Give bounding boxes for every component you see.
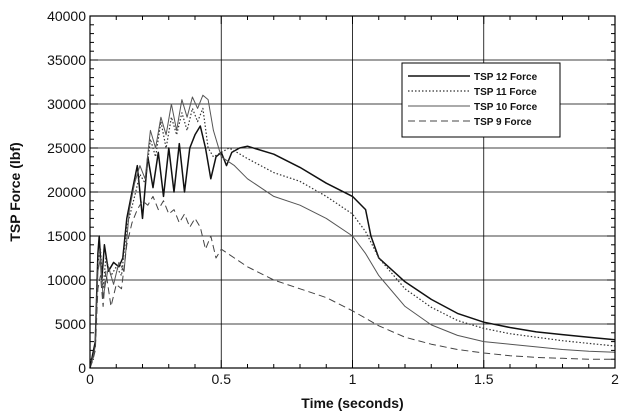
series-line-3 — [89, 94, 616, 369]
series-lines — [89, 94, 616, 369]
y-tick-label: 25000 — [47, 140, 86, 156]
x-tick-label: 2 — [611, 371, 619, 387]
x-tick-label: 0 — [86, 371, 94, 387]
y-tick-label: 35000 — [47, 52, 86, 68]
legend-label-1: TSP 12 Force — [474, 72, 538, 83]
y-tick-label: 20000 — [47, 184, 86, 200]
series-line-1 — [89, 125, 616, 369]
x-tick-label: 0.5 — [212, 371, 232, 387]
x-tick-label: 1.5 — [474, 371, 494, 387]
y-tick-label: 30000 — [47, 96, 86, 112]
x-tick-labels: 0 0.5 1 1.5 2 — [86, 371, 619, 387]
series-line-2 — [89, 107, 616, 369]
series-line-4 — [89, 195, 615, 369]
legend: TSP 12 Force TSP 11 Force TSP 10 Force TSP … — [401, 62, 561, 138]
y-tick-label: 10000 — [47, 272, 86, 288]
y-tick-label: 0 — [78, 360, 86, 376]
y-tick-label: 15000 — [47, 228, 86, 244]
x-axis-title: Time (seconds) — [301, 395, 403, 411]
y-axis-title: TSP Force (lbf) — [7, 142, 23, 241]
y-tick-label: 40000 — [47, 8, 86, 24]
plot-frame — [89, 15, 616, 369]
x-tick-label: 1 — [349, 371, 357, 387]
legend-label-2: TSP 11 Force — [474, 87, 537, 98]
y-tick-label: 5000 — [55, 316, 86, 332]
legend-label-3: TSP 10 Force — [474, 102, 538, 113]
y-tick-labels: 0 5000 10000 15000 20000 25000 30000 35000 40000 — [47, 8, 86, 376]
legend-label-4: TSP 9 Force — [474, 117, 532, 128]
